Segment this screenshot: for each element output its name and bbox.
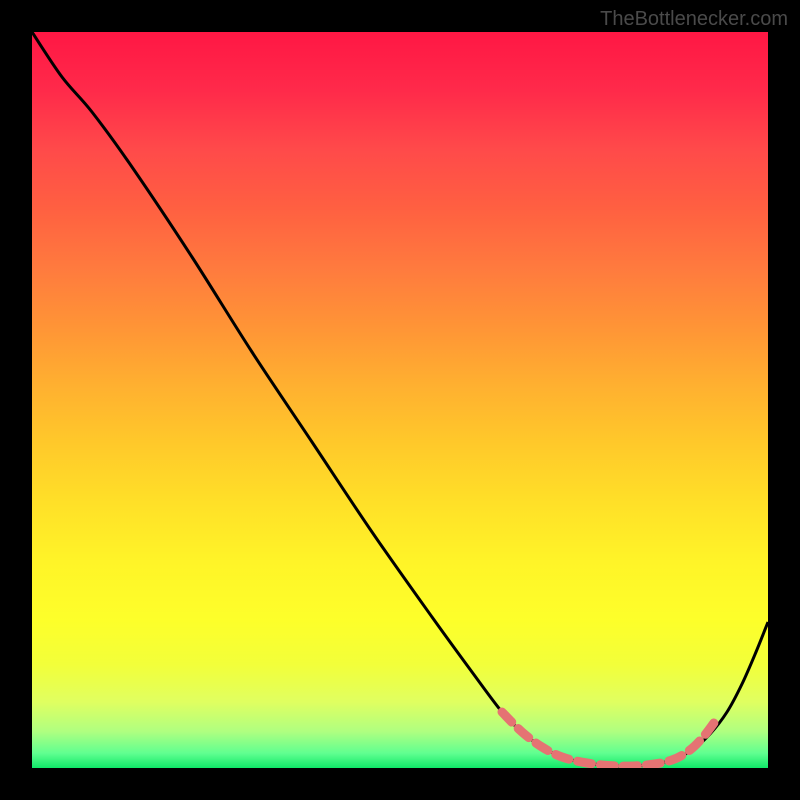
watermark-text: TheBottlenecker.com [600,8,788,31]
dashed-overlay-curve [502,712,716,766]
main-curve [32,32,768,766]
chart-curve-layer [32,32,768,768]
chart-plot-area [32,32,768,768]
